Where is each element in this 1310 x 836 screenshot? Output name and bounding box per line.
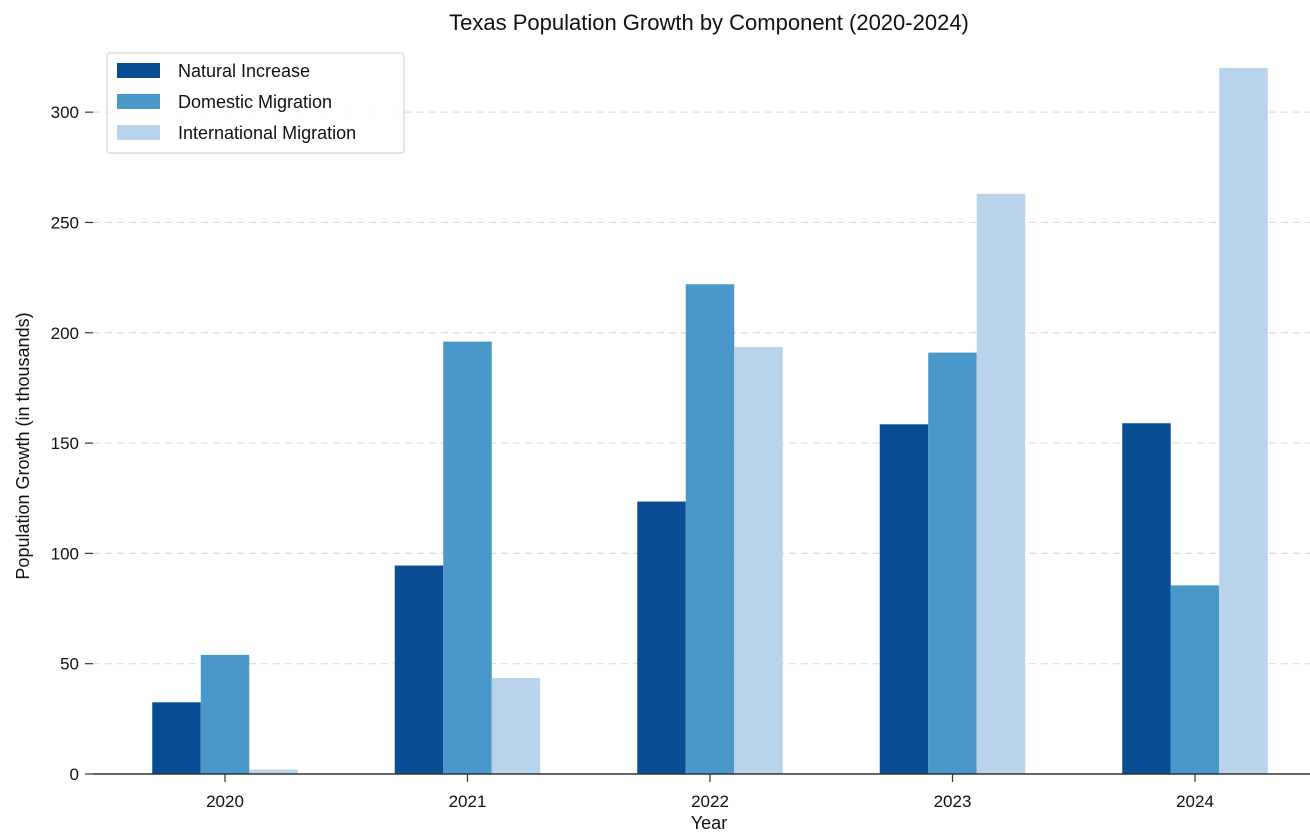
x-axis-ticks: 2020 2021 2022 2023 2024 bbox=[206, 774, 1214, 811]
bar-domestic-migration-2024 bbox=[1170, 585, 1220, 774]
legend-label: Domestic Migration bbox=[178, 92, 332, 112]
legend-swatch bbox=[117, 94, 160, 109]
legend-label: International Migration bbox=[178, 123, 356, 143]
y-tick-label: 300 bbox=[51, 103, 79, 122]
bar-domestic-migration-2022 bbox=[685, 284, 735, 774]
bar-domestic-migration-2020 bbox=[200, 654, 250, 774]
chart-title: Texas Population Growth by Component (20… bbox=[449, 10, 969, 35]
bar-domestic-migration-2023 bbox=[928, 352, 977, 774]
bar-international-migration-2020 bbox=[249, 769, 298, 774]
bar-domestic-migration-2021 bbox=[443, 341, 492, 774]
legend: Natural Increase Domestic Migration Intern… bbox=[106, 52, 405, 154]
bars bbox=[152, 68, 1268, 775]
legend-swatch bbox=[117, 125, 160, 140]
bar-natural-increase-2020 bbox=[152, 702, 201, 774]
y-tick-label: 200 bbox=[51, 324, 79, 343]
y-tick-label: 100 bbox=[51, 544, 79, 563]
bar-natural-increase-2024 bbox=[1122, 423, 1171, 774]
bar-international-migration-2021 bbox=[491, 678, 541, 774]
x-axis-label: Year bbox=[691, 813, 727, 833]
bar-natural-increase-2023 bbox=[879, 424, 929, 774]
bar-international-migration-2024 bbox=[1219, 68, 1268, 775]
y-axis-label: Population Growth (in thousands) bbox=[13, 312, 33, 579]
bar-natural-increase-2021 bbox=[394, 565, 444, 774]
y-tick-label: 0 bbox=[70, 765, 79, 784]
bar-international-migration-2023 bbox=[976, 193, 1026, 774]
x-tick-label: 2021 bbox=[449, 792, 487, 811]
legend-frame bbox=[106, 52, 405, 154]
x-tick-label: 2020 bbox=[206, 792, 244, 811]
grid-lines bbox=[93, 111, 1310, 665]
y-axis-ticks: 0 50 100 150 200 250 300 bbox=[51, 103, 93, 784]
y-tick-label: 150 bbox=[51, 434, 79, 453]
bar-international-migration-2022 bbox=[734, 347, 783, 774]
x-tick-label: 2022 bbox=[691, 792, 729, 811]
bar-natural-increase-2022 bbox=[637, 501, 686, 774]
y-tick-label: 50 bbox=[60, 655, 79, 674]
x-tick-label: 2023 bbox=[934, 792, 972, 811]
y-tick-label: 250 bbox=[51, 213, 79, 232]
legend-swatch bbox=[117, 63, 160, 78]
legend-label: Natural Increase bbox=[178, 61, 310, 81]
x-tick-label: 2024 bbox=[1176, 792, 1214, 811]
